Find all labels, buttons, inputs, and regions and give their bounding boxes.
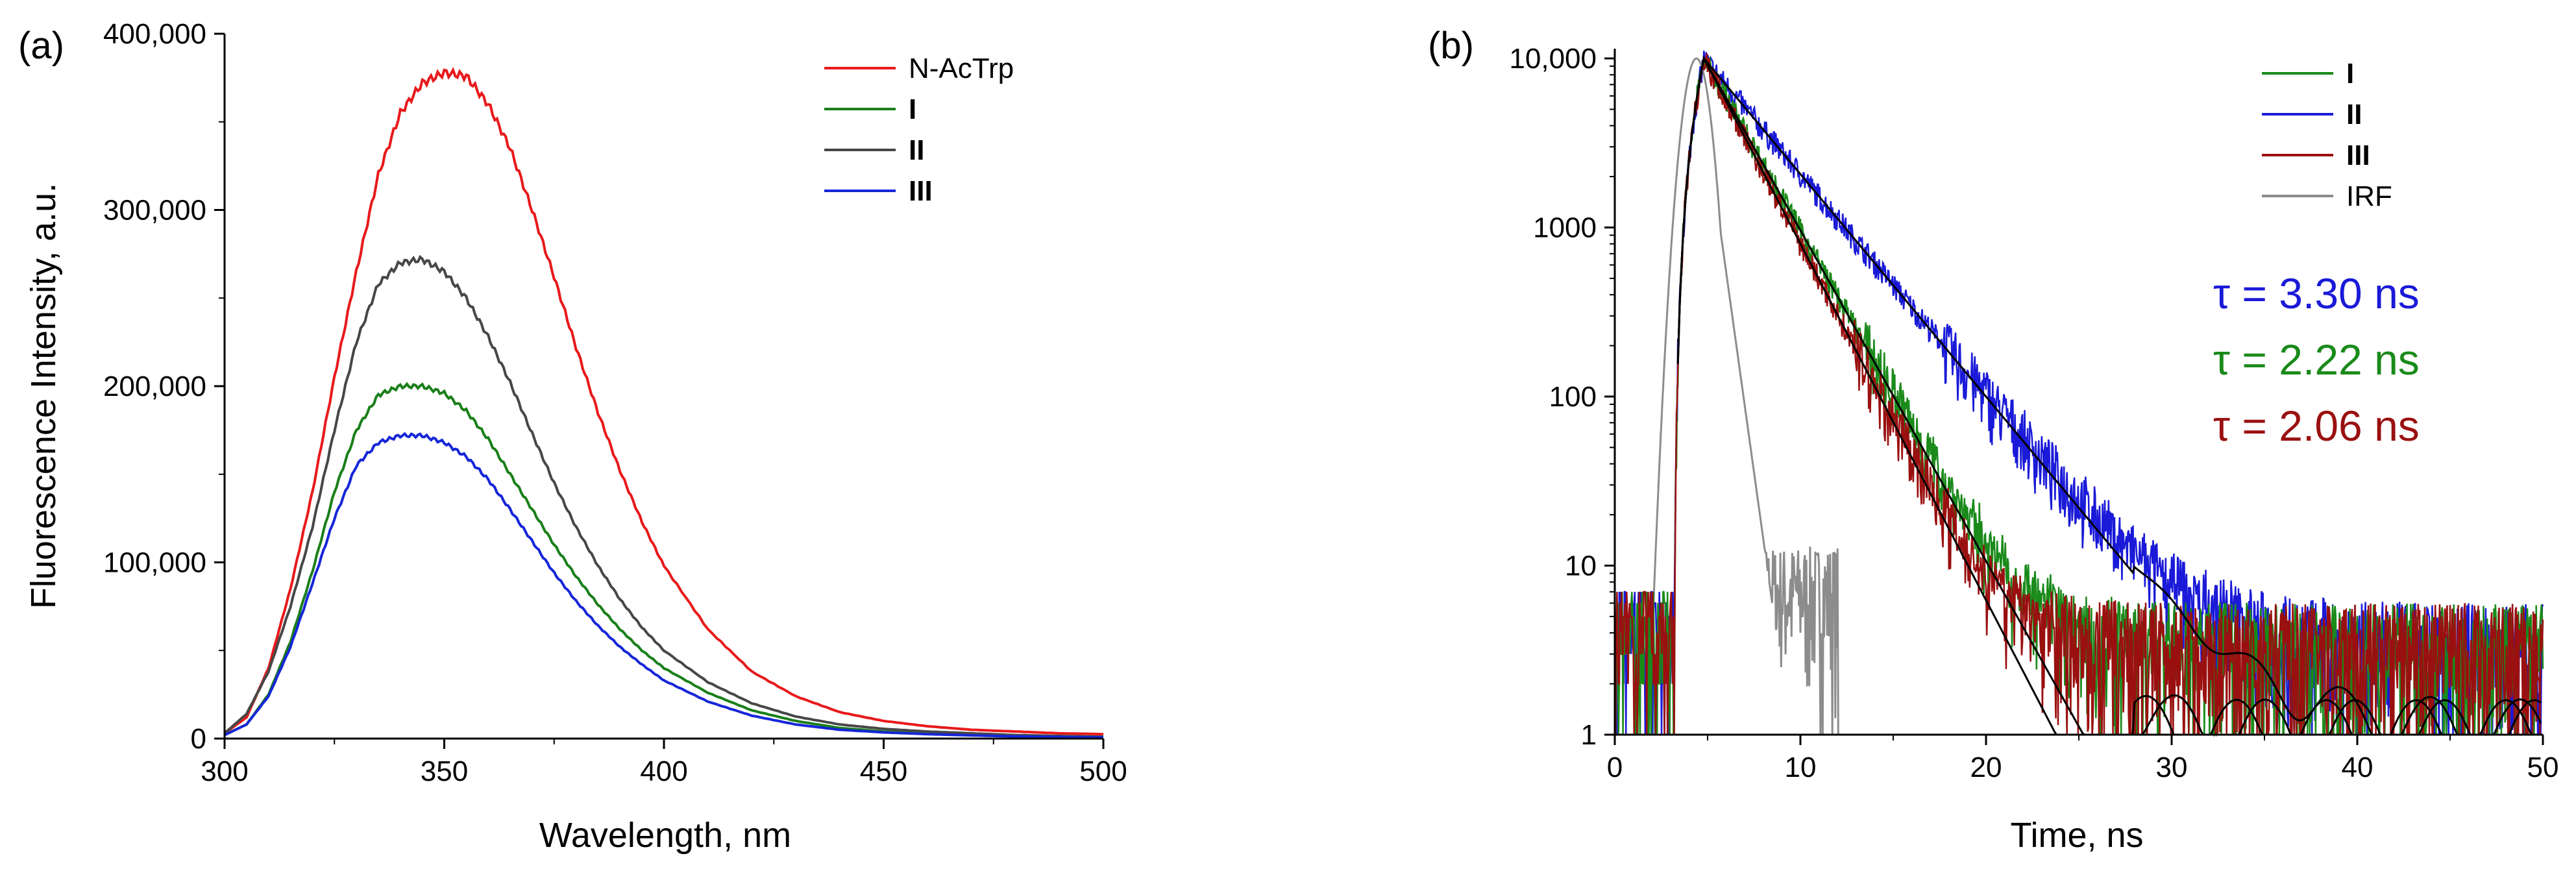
y-tick-label: 10,000 (1509, 43, 1597, 75)
x-tick-label: 450 (860, 755, 907, 787)
y-tick-label: 100 (1549, 381, 1597, 413)
legend-label-iii: III (909, 175, 933, 207)
y-tick-label: 1000 (1533, 212, 1597, 244)
y-tick-label: 1 (1581, 719, 1597, 751)
y-tick-label: 400,000 (103, 18, 206, 50)
panel-a-x-axis-title: Wavelength, nm (539, 816, 791, 855)
x-tick-label: 400 (640, 755, 687, 787)
x-tick-label: 30 (2156, 752, 2188, 783)
legend-label-n-actrp: N-AcTrp (909, 53, 1014, 84)
tau-annotation: τ = 2.06 ns (2213, 402, 2420, 450)
y-tick-label: 10 (1565, 550, 1597, 582)
panel-a-fluorescence-spectra: (a) 300 350 400 450 500 0 100,000 200,000 300,00… (18, 18, 1127, 855)
legend-label-i: I (909, 93, 916, 125)
panel-a-axes: 300 350 400 450 500 0 100,000 200,000 300,000 400… (103, 18, 1127, 787)
series-line-ii (1613, 51, 2544, 736)
series-line-n-actrp (223, 67, 1104, 736)
x-tick-label: 50 (2527, 752, 2559, 783)
y-tick-label: 0 (191, 723, 206, 755)
x-tick-label: 300 (201, 755, 248, 787)
panel-a-series-lines (223, 67, 1104, 739)
panel-b-axes: 0 10 20 30 40 50 1 10 100 1000 10,000 (1509, 43, 2558, 783)
x-tick-label: 350 (421, 755, 468, 787)
y-tick-label: 300,000 (103, 195, 206, 227)
panel-b-decay-curves: (b) 0 10 20 30 40 50 1 10 100 1000 10,000 Time, ns… (1428, 25, 2558, 855)
y-tick-label: 200,000 (103, 371, 206, 402)
panel-b-x-axis-title: Time, ns (2010, 816, 2143, 855)
legend-label-ii: II (909, 134, 924, 166)
x-tick-label: 500 (1079, 755, 1127, 787)
panel-b-label: (b) (1428, 25, 1474, 67)
legend-label-irf: IRF (2346, 180, 2392, 212)
legend-label-iii: III (2346, 140, 2370, 171)
panel-b-series-lines (1613, 51, 2544, 737)
tau-annotation: τ = 2.22 ns (2213, 336, 2420, 384)
series-line-iii (1613, 53, 2544, 737)
x-tick-label: 0 (1607, 752, 1623, 783)
y-tick-label: 100,000 (103, 547, 206, 579)
panel-b-lifetime-annotations: τ = 3.30 ns τ = 2.22 ns τ = 2.06 ns (2213, 269, 2420, 450)
series-line-i (224, 382, 1103, 739)
tau-annotation: τ = 3.30 ns (2213, 269, 2420, 317)
x-tick-label: 40 (2342, 752, 2374, 783)
panel-a-y-axis-title: Fluorescence Intensity, a.u. (24, 183, 63, 609)
x-tick-label: 20 (1970, 752, 2002, 783)
series-line-ii (223, 254, 1104, 739)
series-line-iii (224, 432, 1104, 739)
x-tick-label: 10 (1785, 752, 1817, 783)
legend-label-ii: II (2346, 99, 2362, 130)
legend-label-i: I (2346, 58, 2354, 90)
panel-a-label: (a) (18, 25, 64, 67)
